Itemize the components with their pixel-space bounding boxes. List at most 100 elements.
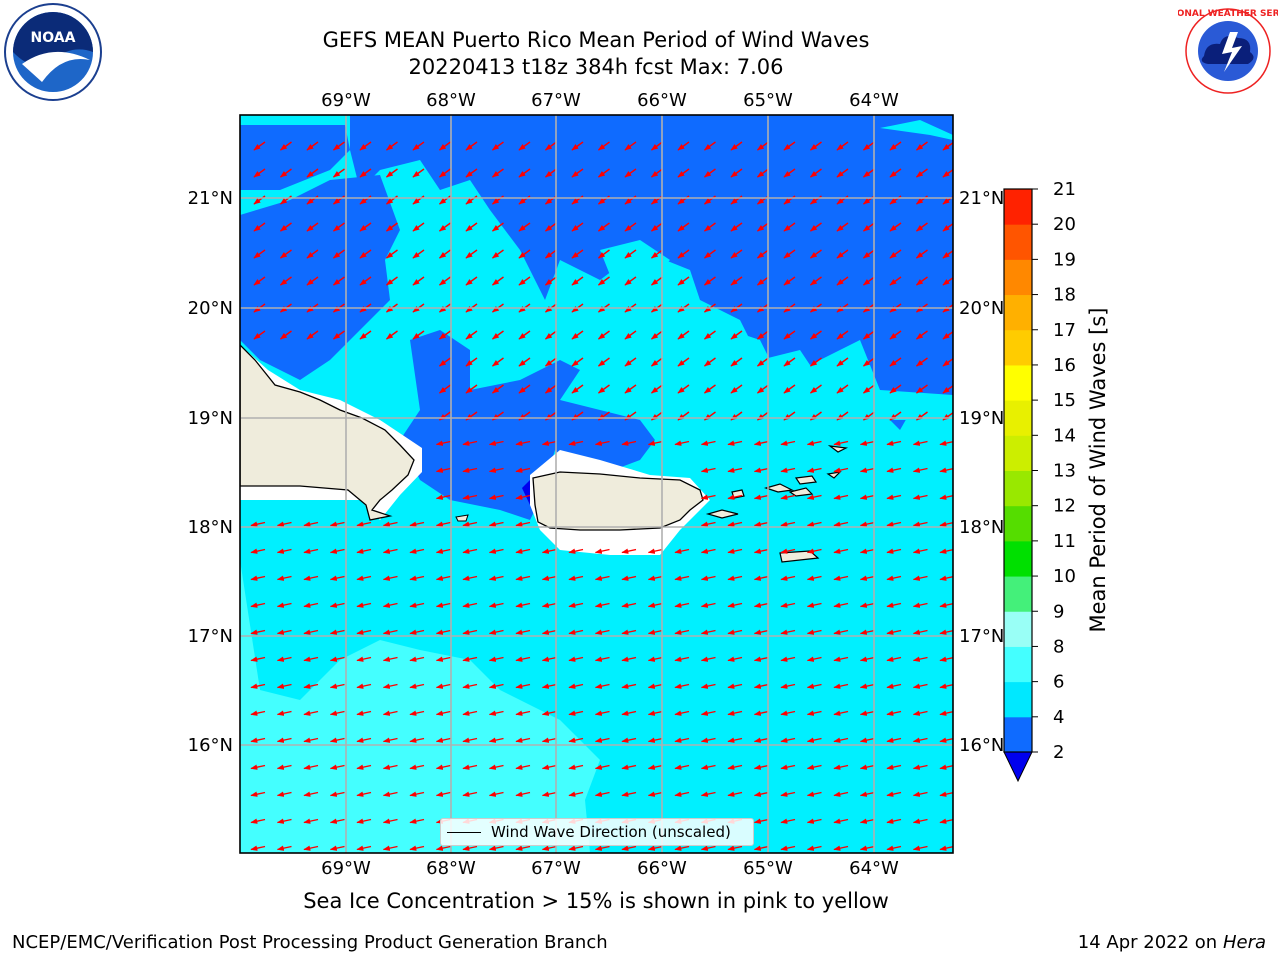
wind-wave-arrow bbox=[435, 494, 451, 500]
wind-wave-arrow bbox=[382, 602, 398, 608]
wind-wave-arrow bbox=[332, 330, 345, 340]
hispaniola-land bbox=[240, 344, 415, 521]
wind-wave-arrow bbox=[912, 440, 928, 446]
wind-wave-arrow bbox=[253, 168, 266, 178]
wind-wave-arrow bbox=[594, 629, 610, 635]
nws-logo-text: NATIONAL WEATHER SERVICE bbox=[1178, 9, 1278, 19]
wind-wave-arrow bbox=[356, 575, 372, 581]
wind-wave-arrow bbox=[756, 222, 769, 232]
wind-wave-arrow bbox=[862, 276, 875, 286]
lat-label-right: 16°N bbox=[959, 735, 1004, 756]
wind-wave-arrow bbox=[568, 791, 584, 797]
wind-wave-arrow bbox=[700, 737, 716, 743]
wind-wave-arrow bbox=[462, 467, 478, 473]
wind-wave-arrow bbox=[250, 845, 266, 851]
wind-wave-arrow bbox=[939, 710, 953, 716]
colorbar-segment bbox=[1004, 259, 1032, 296]
wind-wave-arrow bbox=[647, 440, 663, 446]
wind-wave-arrow bbox=[306, 168, 319, 178]
wind-wave-arrow bbox=[435, 764, 451, 770]
wind-wave-arrow bbox=[356, 521, 372, 527]
colorbar: 2 4 6 8 9 10 11 12 13 14 15 16 17 18 19 20 21 bbox=[1003, 179, 1076, 783]
wind-wave-arrow bbox=[806, 575, 822, 581]
wind-wave-arrow bbox=[727, 737, 743, 743]
colorbar-tick-label: 2 bbox=[1053, 742, 1064, 763]
wind-wave-arrow bbox=[303, 737, 319, 743]
wind-wave-arrow bbox=[806, 683, 822, 689]
colorbar-tick-label: 11 bbox=[1053, 531, 1076, 552]
wind-wave-arrow bbox=[541, 764, 557, 770]
colorbar-segment bbox=[1004, 646, 1032, 683]
wind-wave-arrow bbox=[647, 764, 663, 770]
wind-wave-arrow bbox=[515, 656, 531, 662]
wind-wave-arrow bbox=[753, 845, 769, 851]
wind-wave-arrow bbox=[862, 384, 875, 394]
wind-wave-arrow bbox=[329, 548, 345, 554]
wind-wave-arrow bbox=[912, 575, 928, 581]
wind-wave-arrow bbox=[780, 440, 796, 446]
wind-wave-arrow bbox=[700, 629, 716, 635]
wind-wave-arrow bbox=[518, 141, 531, 151]
wind-wave-arrow bbox=[491, 384, 504, 394]
wind-wave-arrow bbox=[303, 791, 319, 797]
map-legend: Wind Wave Direction (unscaled) bbox=[440, 818, 754, 846]
wind-wave-arrow bbox=[462, 548, 478, 554]
chart-title: GEFS MEAN Puerto Rico Mean Period of Win… bbox=[322, 28, 870, 52]
wind-wave-arrow bbox=[303, 656, 319, 662]
wind-wave-arrow bbox=[809, 276, 822, 286]
wind-wave-arrow bbox=[568, 737, 584, 743]
wind-wave-arrow bbox=[544, 330, 557, 340]
wind-wave-arrow bbox=[647, 845, 663, 851]
wind-wave-arrow bbox=[753, 548, 769, 554]
wind-wave-arrow bbox=[491, 330, 504, 340]
wind-wave-arrow bbox=[836, 141, 849, 151]
wind-wave-arrow bbox=[783, 222, 796, 232]
wind-wave-arrow bbox=[700, 764, 716, 770]
wind-wave-arrow bbox=[783, 276, 796, 286]
wind-wave-arrow bbox=[571, 141, 584, 151]
wind-wave-arrow bbox=[597, 141, 610, 151]
wind-wave-arrow bbox=[915, 384, 928, 394]
wind-wave-arrow bbox=[674, 575, 690, 581]
wind-wave-arrow bbox=[435, 656, 451, 662]
wind-wave-arrow bbox=[806, 494, 822, 500]
wind-wave-arrow bbox=[571, 330, 584, 340]
wind-wave-arrow bbox=[886, 845, 902, 851]
colorbar-segment bbox=[1004, 505, 1032, 542]
wind-wave-arrow bbox=[912, 548, 928, 554]
wind-wave-arrow bbox=[594, 548, 610, 554]
wind-wave-arrow bbox=[939, 656, 953, 662]
wind-wave-arrow bbox=[462, 737, 478, 743]
lat-label-right: 21°N bbox=[959, 188, 1004, 209]
wind-wave-arrow bbox=[833, 602, 849, 608]
wind-wave-arrow bbox=[650, 357, 663, 367]
wind-wave-arrow bbox=[356, 710, 372, 716]
wind-wave-arrow bbox=[886, 521, 902, 527]
wind-wave-arrow bbox=[833, 818, 849, 824]
wind-wave-arrow bbox=[382, 791, 398, 797]
wind-wave-arrow bbox=[912, 602, 928, 608]
vieques-island bbox=[705, 509, 739, 519]
wind-wave-arrow bbox=[939, 467, 953, 473]
colorbar-segment bbox=[1004, 435, 1032, 471]
wind-wave-arrow bbox=[597, 168, 610, 178]
wind-wave-arrow bbox=[780, 575, 796, 581]
wind-wave-arrow bbox=[279, 141, 292, 151]
wind-wave-arrow bbox=[942, 141, 953, 151]
wind-wave-arrow bbox=[306, 276, 319, 286]
colorbar-tick-label: 9 bbox=[1053, 601, 1064, 622]
wind-wave-arrow bbox=[571, 168, 584, 178]
wind-wave-arrow bbox=[833, 521, 849, 527]
lat-label-left: 17°N bbox=[188, 626, 233, 647]
wind-wave-arrow bbox=[753, 818, 769, 824]
wind-wave-arrow bbox=[780, 602, 796, 608]
wind-wave-arrow bbox=[677, 357, 690, 367]
lon-label-bottom: 64°W bbox=[849, 858, 899, 879]
wind-wave-arrow bbox=[332, 276, 345, 286]
wind-wave-arrow bbox=[329, 737, 345, 743]
wind-wave-arrow bbox=[382, 548, 398, 554]
wind-wave-arrow bbox=[886, 629, 902, 635]
wind-wave-arrow bbox=[329, 629, 345, 635]
wind-wave-arrow bbox=[915, 222, 928, 232]
